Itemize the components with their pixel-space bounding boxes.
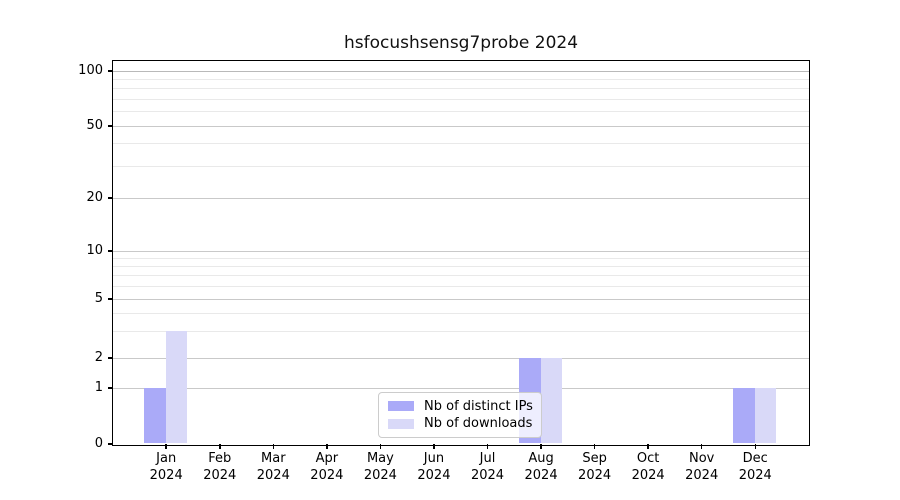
minor-gridline: [113, 78, 809, 80]
y-tick-label: 100: [78, 63, 103, 78]
x-tick-mark: [326, 444, 328, 449]
minor-gridline: [113, 98, 809, 100]
y-tick-mark: [107, 250, 113, 252]
minor-gridline: [113, 312, 809, 314]
minor-gridline: [113, 257, 809, 259]
y-tick-label: 20: [86, 190, 103, 205]
x-tick-label-dec: Dec 2024: [738, 451, 772, 483]
legend-item-distinct-ips: Nb of distinct IPs: [385, 399, 535, 414]
legend-swatch-downloads: [388, 418, 414, 429]
x-tick-label-oct: Oct 2024: [631, 451, 665, 483]
x-tick-label-jan: Jan 2024: [149, 451, 183, 483]
x-tick-label-nov: Nov 2024: [685, 451, 719, 483]
y-tick-label: 10: [86, 243, 103, 258]
y-tick-label: 1: [94, 380, 103, 395]
chart-title: hsfocushsensg7probe 2024: [343, 33, 579, 53]
chart-legend: Nb of distinct IPs Nb of downloads: [378, 392, 542, 438]
y-tick-label: 5: [94, 291, 103, 306]
x-tick-mark: [272, 444, 275, 449]
x-tick-mark: [593, 444, 596, 449]
x-tick-label-aug: Aug 2024: [524, 451, 558, 483]
minor-gridline: [113, 275, 809, 277]
x-tick-label-apr: Apr 2024: [310, 451, 344, 483]
legend-item-downloads: Nb of downloads: [385, 416, 535, 431]
x-tick-mark: [433, 444, 435, 449]
y-tick-mark: [107, 357, 113, 359]
x-tick-mark: [219, 444, 221, 449]
minor-gridline: [113, 265, 809, 267]
x-tick-label-sep: Sep 2024: [578, 451, 612, 483]
x-tick-label-jun: Jun 2024: [417, 451, 451, 483]
x-tick-mark: [540, 444, 542, 449]
y-tick-mark: [107, 443, 113, 445]
major-gridline: [113, 125, 809, 127]
bar-distinct-ips-jan: [144, 387, 166, 443]
major-gridline: [113, 70, 809, 72]
x-tick-mark: [165, 444, 167, 449]
major-gridline: [113, 357, 809, 359]
minor-gridline: [113, 165, 809, 167]
minor-gridline: [113, 143, 809, 145]
x-tick-mark: [700, 444, 703, 449]
y-tick-label: 2: [94, 350, 103, 365]
minor-gridline: [113, 111, 809, 113]
bar-downloads-aug: [540, 357, 563, 443]
x-tick-mark: [647, 444, 649, 449]
legend-label-downloads: Nb of downloads: [424, 416, 533, 432]
x-tick-label-may: May 2024: [363, 451, 397, 483]
y-tick-mark: [107, 70, 113, 72]
major-gridline: [113, 197, 809, 199]
y-tick-mark: [107, 298, 113, 300]
minor-gridline: [113, 285, 809, 287]
y-tick-label: 50: [86, 118, 103, 133]
x-tick-label-jul: Jul 2024: [470, 451, 505, 483]
plot-area: [112, 60, 810, 446]
bar-distinct-ips-dec: [733, 387, 755, 443]
y-tick-mark: [107, 125, 113, 127]
y-tick-label: 0: [94, 436, 103, 451]
x-tick-label-feb: Feb 2024: [203, 451, 237, 483]
y-tick-mark: [107, 197, 113, 199]
legend-swatch-distinct-ips: [388, 401, 414, 412]
major-gridline: [113, 250, 809, 252]
x-tick-label-mar: Mar 2024: [256, 451, 290, 483]
bar-downloads-jan: [165, 331, 188, 443]
major-gridline: [113, 298, 809, 300]
minor-gridline: [113, 88, 809, 90]
x-tick-mark: [379, 444, 382, 449]
bar-downloads-dec: [754, 387, 777, 443]
x-tick-mark: [486, 444, 489, 449]
minor-gridline: [113, 331, 809, 333]
major-gridline: [113, 387, 809, 389]
legend-label-distinct-ips: Nb of distinct IPs: [424, 398, 533, 414]
y-tick-mark: [107, 387, 113, 389]
x-tick-mark: [754, 444, 756, 449]
